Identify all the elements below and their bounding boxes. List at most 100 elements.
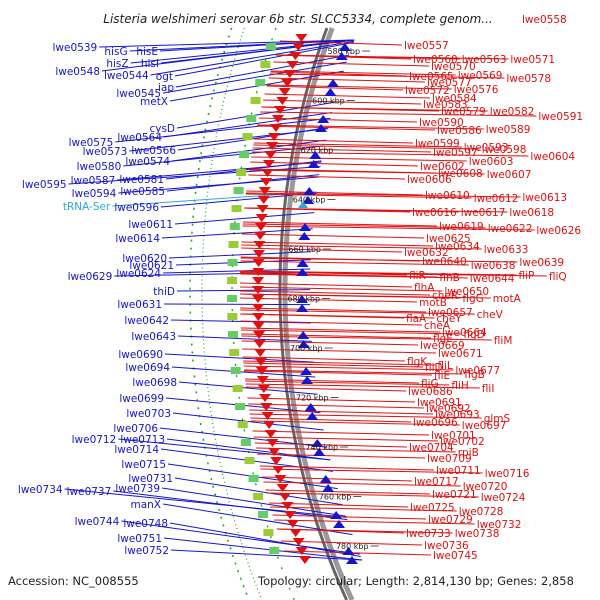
gene-label-lwe0558[interactable]: lwe0558 xyxy=(522,14,567,26)
gene-label-lwe0697[interactable]: lwe0697 xyxy=(462,420,507,432)
gene-label-lwe0578[interactable]: lwe0578 xyxy=(506,73,551,85)
gene-label-lwe0620[interactable]: lwe0620 xyxy=(122,253,167,265)
gene-label-lwe0664[interactable]: lwe0664 xyxy=(442,327,487,339)
gene-label-lwe0737[interactable]: lwe0737 xyxy=(67,486,112,498)
gene-label-lwe0589[interactable]: lwe0589 xyxy=(486,124,531,136)
gene-label-lwe0564[interactable]: lwe0564 xyxy=(117,132,162,144)
gene-label-lwe0576[interactable]: lwe0576 xyxy=(454,84,499,96)
gene-label-lwe0611[interactable]: lwe0611 xyxy=(128,219,173,231)
gene-label-flha[interactable]: flhA xyxy=(414,282,435,294)
gene-label-lwe0585[interactable]: lwe0585 xyxy=(120,186,165,198)
gene-label-lwe0696[interactable]: lwe0696 xyxy=(413,417,458,429)
gene-label-lwe0638[interactable]: lwe0638 xyxy=(471,260,516,272)
gene-label-lwe0751[interactable]: lwe0751 xyxy=(117,533,162,545)
gene-label-lwe0731[interactable]: lwe0731 xyxy=(128,473,173,485)
gene-label-metx[interactable]: metX xyxy=(140,96,168,108)
gene-label-lwe0566[interactable]: lwe0566 xyxy=(131,145,176,157)
gene-label-flip[interactable]: fliP xyxy=(519,270,535,282)
gene-label-flgb[interactable]: flgB xyxy=(464,369,484,381)
gene-label-lwe0608[interactable]: lwe0608 xyxy=(438,168,483,180)
gene-label-lwe0634[interactable]: lwe0634 xyxy=(435,241,480,253)
gene-label-lwe0657[interactable]: lwe0657 xyxy=(428,307,473,319)
gene-label-lwe0574[interactable]: lwe0574 xyxy=(125,156,170,168)
gene-label-lwe0616[interactable]: lwe0616 xyxy=(412,207,457,219)
gene-label-lwe0692[interactable]: lwe0692 xyxy=(426,403,471,415)
gene-label-lwe0698[interactable]: lwe0698 xyxy=(132,377,177,389)
gene-label-flhb[interactable]: flhB xyxy=(439,272,459,284)
gene-label-lwe0579[interactable]: lwe0579 xyxy=(441,106,486,118)
gene-label-hise[interactable]: hisE xyxy=(136,46,158,58)
gene-label-lwe0621[interactable]: lwe0621 xyxy=(129,260,174,272)
gene-label-flie[interactable]: fliE xyxy=(434,370,450,382)
gene-label-lwe0599[interactable]: lwe0599 xyxy=(415,138,460,150)
gene-label-lwe0582[interactable]: lwe0582 xyxy=(490,106,535,118)
gene-label-lwe0598[interactable]: lwe0598 xyxy=(482,144,527,156)
gene-label-lwe0650[interactable]: lwe0650 xyxy=(444,286,489,298)
gene-label-lwe0720[interactable]: lwe0720 xyxy=(463,481,508,493)
gene-label-trna-ser[interactable]: tRNA-Ser xyxy=(63,201,111,213)
gene-label-lwe0560[interactable]: lwe0560 xyxy=(413,54,458,66)
gene-label-lwe0595[interactable]: lwe0595 xyxy=(22,179,67,191)
gene-label-lwe0570[interactable]: lwe0570 xyxy=(431,61,476,73)
gene-label-lwe0563[interactable]: lwe0563 xyxy=(462,54,507,66)
gene-label-manx[interactable]: manX xyxy=(130,499,161,511)
gene-label-hisi[interactable]: hisI xyxy=(141,58,159,70)
gene-label-lwe0612[interactable]: lwe0612 xyxy=(474,193,519,205)
gene-label-ogt[interactable]: ogt xyxy=(156,71,173,83)
gene-label-lwe0709[interactable]: lwe0709 xyxy=(427,453,472,465)
gene-label-lwe0643[interactable]: lwe0643 xyxy=(131,331,176,343)
gene-label-flih[interactable]: fliH xyxy=(451,380,468,392)
gene-label-lwe0539[interactable]: lwe0539 xyxy=(53,42,98,54)
gene-label-lwe0607[interactable]: lwe0607 xyxy=(487,169,532,181)
gene-label-lwe0729[interactable]: lwe0729 xyxy=(428,514,473,526)
gene-label-lwe0606[interactable]: lwe0606 xyxy=(407,174,452,186)
gene-label-flgk[interactable]: flgK xyxy=(407,356,428,368)
gene-label-lwe0626[interactable]: lwe0626 xyxy=(536,225,581,237)
gene-label-lwe0625[interactable]: lwe0625 xyxy=(426,233,471,245)
gene-label-lwe0736[interactable]: lwe0736 xyxy=(424,540,469,552)
gene-label-lwe0721[interactable]: lwe0721 xyxy=(432,489,477,501)
gene-label-hisg[interactable]: hisG xyxy=(104,46,127,58)
gene-label-thid[interactable]: thiD xyxy=(153,286,175,298)
gene-label-lwe0580[interactable]: lwe0580 xyxy=(77,161,122,173)
gene-label-lwe0669[interactable]: lwe0669 xyxy=(420,340,465,352)
gene-label-lwe0671[interactable]: lwe0671 xyxy=(438,348,483,360)
gene-label-lwe0573[interactable]: lwe0573 xyxy=(83,146,128,158)
gene-label-lwe0622[interactable]: lwe0622 xyxy=(488,223,533,235)
gene-label-lwe0572[interactable]: lwe0572 xyxy=(405,85,450,97)
gene-label-flim[interactable]: fliM xyxy=(494,335,513,347)
gene-label-lwe0733[interactable]: lwe0733 xyxy=(406,528,451,540)
gene-label-lwe0597[interactable]: lwe0597 xyxy=(433,147,478,159)
gene-label-lwe0717[interactable]: lwe0717 xyxy=(414,476,459,488)
gene-label-lwe0593[interactable]: lwe0593 xyxy=(464,142,509,154)
gene-label-lwe0712[interactable]: lwe0712 xyxy=(72,434,117,446)
gene-label-lwe0590[interactable]: lwe0590 xyxy=(419,117,464,129)
gene-label-flgg[interactable]: flgG xyxy=(462,293,483,305)
gene-label-lwe0691[interactable]: lwe0691 xyxy=(417,397,462,409)
gene-label-lwe0711[interactable]: lwe0711 xyxy=(436,465,481,477)
gene-label-chev[interactable]: cheV xyxy=(477,309,504,321)
gene-label-fliq[interactable]: fliQ xyxy=(549,271,567,283)
gene-labels[interactable]: hisE hisG lwe0539 hisI hisZ ogt lwe0544 lwe0548… xyxy=(18,40,583,562)
gene-label-flig[interactable]: fliG xyxy=(421,378,439,390)
gene-label-lwe0544[interactable]: lwe0544 xyxy=(104,70,149,82)
gene-label-glms[interactable]: glmS xyxy=(484,413,511,425)
gene-label-lwe0632[interactable]: lwe0632 xyxy=(404,247,449,259)
gene-label-lwe0715[interactable]: lwe0715 xyxy=(121,459,166,471)
gene-label-lwe0604[interactable]: lwe0604 xyxy=(530,151,575,163)
gene-label-lwe0569[interactable]: lwe0569 xyxy=(458,70,503,82)
gene-label-lwe0557[interactable]: lwe0557 xyxy=(404,40,449,52)
gene-label-lwe0586[interactable]: lwe0586 xyxy=(437,125,482,137)
gene-label-lwe0602[interactable]: lwe0602 xyxy=(420,161,465,173)
gene-label-lwe0725[interactable]: lwe0725 xyxy=(410,502,455,514)
gene-label-lwe0677[interactable]: lwe0677 xyxy=(455,365,500,377)
gene-label-lwe0584[interactable]: lwe0584 xyxy=(432,93,477,105)
gene-label-lwe0694[interactable]: lwe0694 xyxy=(125,362,170,374)
gene-label-flid[interactable]: fliD xyxy=(425,362,443,374)
gene-label-lwe0744[interactable]: lwe0744 xyxy=(75,516,120,528)
gene-label-lwe0702[interactable]: lwe0702 xyxy=(440,436,485,448)
gene-label-lwe0693[interactable]: lwe0693 xyxy=(435,409,480,421)
gene-label-lwe0732[interactable]: lwe0732 xyxy=(477,519,522,531)
gene-label-flil[interactable]: fliL xyxy=(437,360,453,372)
gene-label-rpib[interactable]: rpiB xyxy=(458,447,479,459)
